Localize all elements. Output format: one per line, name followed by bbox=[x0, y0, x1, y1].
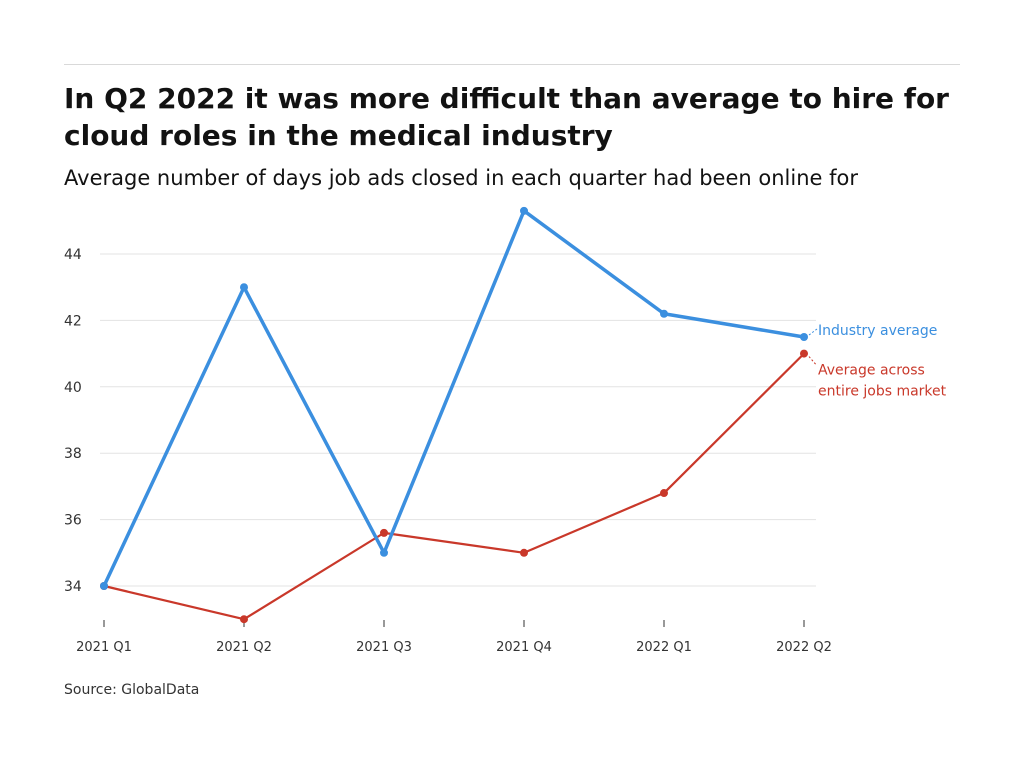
x-axis-ticks: 2021 Q1 2021 Q2 2021 Q3 2021 Q4 2022 Q1 2022 … bbox=[76, 620, 832, 655]
label-connector bbox=[808, 328, 818, 336]
y-tick-label: 36 bbox=[64, 513, 82, 529]
y-tick-label: 34 bbox=[64, 579, 82, 595]
series-label-jobs-market-average: entire jobs market bbox=[818, 384, 947, 400]
y-axis-ticks: 34 36 38 40 42 44 bbox=[64, 247, 82, 595]
data-point bbox=[520, 548, 528, 557]
x-tick-label: 2021 Q3 bbox=[356, 640, 412, 655]
data-point bbox=[660, 309, 668, 318]
chart-subtitle: Average number of days job ads closed in… bbox=[64, 166, 858, 190]
data-point bbox=[800, 333, 808, 341]
x-tick-label: 2022 Q2 bbox=[776, 640, 832, 655]
data-point bbox=[240, 283, 248, 292]
series-lines bbox=[100, 206, 808, 624]
y-tick-label: 40 bbox=[64, 380, 82, 396]
y-tick-label: 38 bbox=[64, 446, 82, 462]
top-divider bbox=[64, 64, 960, 65]
chart-title: In Q2 2022 it was more difficult than av… bbox=[64, 82, 949, 152]
series-label-industry-average: Industry average bbox=[818, 323, 937, 339]
series-line-jobs-market-average bbox=[102, 352, 806, 621]
data-point bbox=[660, 489, 668, 498]
source-note: Source: GlobalData bbox=[64, 682, 200, 698]
data-point bbox=[380, 548, 388, 557]
x-tick-label: 2021 Q1 bbox=[76, 640, 132, 655]
x-tick-label: 2021 Q2 bbox=[216, 640, 272, 655]
x-tick-label: 2021 Q4 bbox=[496, 640, 552, 655]
y-tick-label: 44 bbox=[64, 247, 82, 263]
gridlines bbox=[100, 253, 816, 587]
y-tick-label: 42 bbox=[64, 313, 82, 329]
series-line-industry-average bbox=[102, 209, 806, 588]
label-connector bbox=[808, 356, 817, 365]
data-point bbox=[520, 206, 528, 215]
data-point bbox=[100, 582, 108, 590]
series-label-jobs-market-average: Average across bbox=[818, 363, 925, 379]
data-point bbox=[240, 615, 248, 624]
data-point bbox=[800, 349, 808, 358]
data-point bbox=[380, 528, 388, 537]
series-labels: Industry average Average across entire job… bbox=[808, 323, 947, 400]
x-tick-label: 2022 Q1 bbox=[636, 640, 692, 655]
